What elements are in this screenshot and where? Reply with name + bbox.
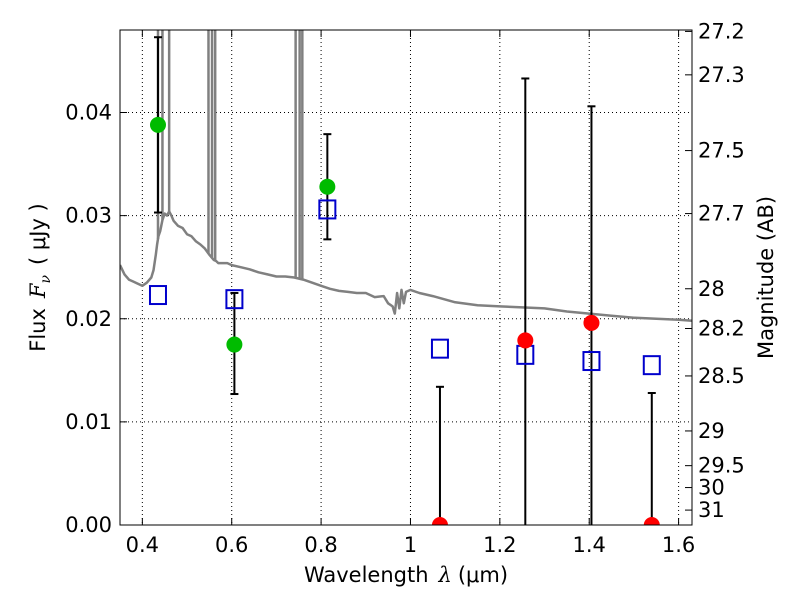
y2-tick-label: 29.5 (698, 454, 745, 478)
y2-tick-label: 27.2 (698, 19, 745, 43)
y2-tick-label: 27.5 (698, 139, 745, 163)
plot-frame (119, 29, 693, 526)
upper-limit-point (583, 314, 600, 331)
x-tick-label: 1.6 (662, 533, 695, 557)
detection-point (149, 116, 166, 133)
grid (120, 30, 692, 526)
model-photometry-square (430, 338, 449, 359)
x-tick-label: 1 (404, 533, 417, 557)
y-tick-label: 0.01 (65, 410, 112, 434)
model-photometry-square (225, 289, 244, 310)
upper-limit-point (517, 332, 534, 349)
upper-limit-point (643, 517, 660, 525)
model-photometry-square (148, 285, 167, 306)
upper-limit-point (431, 517, 448, 525)
x-tick-label: 0.6 (215, 533, 248, 557)
x-tick-label: 0.8 (304, 533, 337, 557)
y2-tick-label: 27.3 (698, 63, 745, 87)
x-tick-label: 1.4 (573, 533, 606, 557)
y-axis-label: FluxFν( μJy ) (26, 203, 54, 351)
x-tick-label: 1.2 (483, 533, 516, 557)
model-spectrum-line (120, 210, 692, 323)
model-photometry-square (642, 355, 661, 376)
y2-tick-label: 28.2 (698, 316, 745, 340)
y2-tick-label: 29 (698, 419, 725, 443)
model-photometry-square (318, 199, 337, 220)
y-tick-label: 0.03 (65, 204, 112, 228)
y-tick-label: 0.04 (65, 101, 112, 125)
x-axis-label: Wavelength λ (μm) (304, 563, 508, 587)
y-tick-label: 0.02 (65, 307, 112, 331)
detection-point (319, 178, 336, 195)
y2-axis-label: Magnitude (AB) (754, 196, 778, 359)
y2-tick-label: 31 (698, 498, 725, 522)
model-photometry-square (582, 351, 601, 372)
y2-tick-label: 27.7 (698, 202, 745, 226)
y-tick-label: 0.00 (65, 513, 112, 537)
detection-point (226, 336, 243, 353)
y2-tick-label: 28.5 (698, 364, 745, 388)
y2-tick-label: 30 (698, 476, 725, 500)
x-tick-label: 0.4 (126, 533, 159, 557)
y2-tick-label: 28 (698, 277, 725, 301)
